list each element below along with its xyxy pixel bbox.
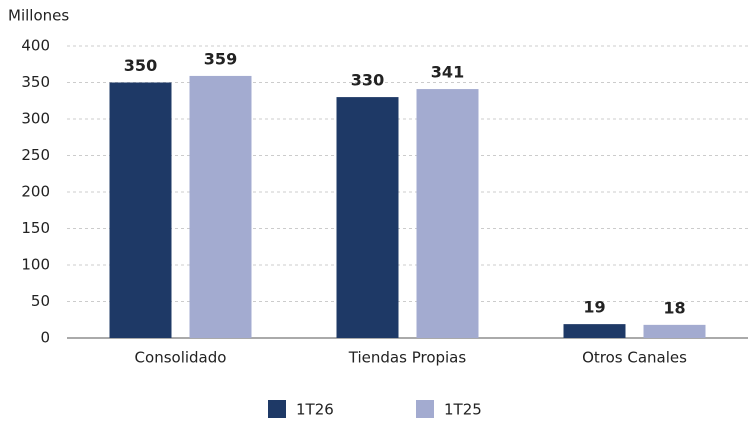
y-tick-label: 250: [21, 146, 50, 164]
x-tick-label: Tiendas Propias: [348, 349, 467, 367]
value-label: 350: [124, 56, 157, 75]
y-tick-label: 300: [21, 110, 50, 128]
y-tick-label: 50: [31, 292, 50, 310]
x-tick-label: Consolidado: [135, 349, 227, 367]
bar: [416, 89, 479, 338]
legend-label: 1T25: [444, 401, 482, 419]
bar: [109, 82, 172, 338]
y-tick-label: 200: [21, 183, 50, 201]
y-tick-label: 150: [21, 219, 50, 237]
bar: [563, 324, 626, 338]
bar: [643, 324, 706, 338]
y-axis-label: Millones: [8, 7, 69, 25]
legend-swatch: [268, 400, 286, 418]
y-tick-label: 400: [21, 37, 50, 55]
y-tick-label: 350: [21, 73, 50, 91]
bar: [189, 75, 252, 339]
legend-label: 1T26: [296, 401, 334, 419]
x-tick-label: Otros Canales: [582, 349, 687, 367]
value-label: 359: [204, 49, 237, 68]
y-tick-label: 0: [40, 329, 50, 347]
value-label: 341: [431, 63, 464, 82]
legend-swatch: [416, 400, 434, 418]
value-label: 330: [351, 71, 384, 90]
value-label: 19: [583, 298, 605, 317]
y-tick-label: 100: [21, 256, 50, 274]
bar: [336, 97, 399, 338]
value-label: 18: [663, 298, 685, 317]
